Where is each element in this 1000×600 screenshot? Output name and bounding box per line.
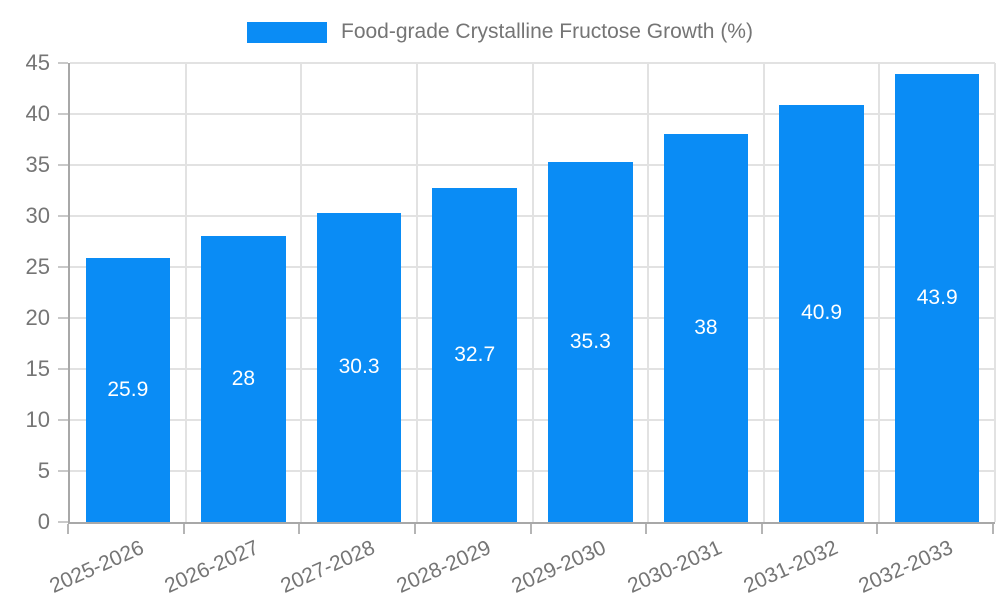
- y-tick-label: 45: [25, 50, 50, 75]
- y-tick-label: 15: [25, 356, 50, 381]
- x-tick-label: 2027-2028: [277, 536, 379, 598]
- y-tick: [58, 521, 68, 523]
- x-tick: [298, 524, 301, 534]
- y-tick-label: 0: [37, 509, 50, 534]
- x-tick-label: 2025-2026: [46, 536, 148, 598]
- x-tick-label: 2031-2032: [739, 536, 841, 598]
- bar-value-label: 40.9: [801, 301, 842, 325]
- y-tick: [58, 317, 68, 319]
- x-grid-line: [531, 63, 534, 522]
- x-grid-line: [994, 63, 996, 522]
- x-tick-label: 2028-2029: [392, 536, 495, 598]
- y-tick-label: 30: [25, 203, 50, 228]
- bar-value-label: 25.9: [107, 377, 149, 401]
- x-tick: [413, 524, 416, 534]
- y-tick: [58, 164, 68, 166]
- x-tick: [876, 524, 879, 534]
- x-tick: [529, 524, 532, 534]
- x-tick-label: 2032-2033: [855, 536, 957, 598]
- x-tick-label: 2030-2031: [624, 536, 726, 598]
- y-tick-label: 35: [25, 152, 50, 177]
- bar-value-label: 32.7: [454, 343, 496, 367]
- bar-value-label: 35.3: [569, 329, 611, 353]
- y-tick: [58, 419, 68, 421]
- x-tick-label: 2026-2027: [161, 536, 263, 598]
- y-tick: [58, 113, 68, 115]
- x-tick: [992, 524, 994, 534]
- y-tick: [58, 215, 68, 217]
- bar[interactable]: 40.9: [779, 104, 864, 522]
- bar[interactable]: 38: [663, 134, 749, 522]
- y-tick-label: 25: [25, 254, 50, 279]
- x-grid-line: [762, 63, 765, 522]
- bar[interactable]: 25.9: [85, 257, 171, 522]
- bar[interactable]: 28: [201, 236, 286, 522]
- bar[interactable]: 32.7: [432, 188, 517, 522]
- bar-value-label: 43.9: [916, 286, 958, 310]
- y-tick-label: 10: [25, 407, 50, 432]
- y-tick: [58, 266, 68, 268]
- bar[interactable]: 35.3: [548, 161, 633, 522]
- bar[interactable]: 30.3: [316, 212, 402, 522]
- legend-swatch-icon: [247, 21, 327, 43]
- x-tick: [182, 524, 185, 534]
- plot-area: 25.9 28 30.3 32.7 35.3 38 40.9 43.9: [68, 62, 996, 524]
- y-tick: [58, 368, 68, 370]
- bar-value-label: 38: [694, 316, 718, 340]
- x-grid-line: [300, 63, 303, 522]
- y-tick-label: 40: [25, 101, 50, 126]
- x-tick: [760, 524, 763, 534]
- x-grid-line: [647, 63, 650, 522]
- chart-legend[interactable]: Food-grade Crystalline Fructose Growth (…: [0, 20, 1000, 44]
- y-tick-label: 20: [25, 305, 50, 330]
- bar[interactable]: 43.9: [894, 74, 980, 522]
- y-tick-label: 5: [37, 458, 50, 483]
- x-tick: [645, 524, 648, 534]
- y-tick: [58, 470, 68, 472]
- bar-value-label: 30.3: [338, 355, 380, 379]
- x-tick: [67, 524, 69, 534]
- x-tick-label: 2029-2030: [508, 536, 610, 598]
- x-grid-line: [878, 63, 881, 522]
- y-tick: [58, 62, 68, 64]
- bar-value-label: 28: [231, 367, 256, 391]
- x-grid-line: [184, 63, 187, 522]
- x-grid-line: [415, 63, 418, 522]
- legend-label: Food-grade Crystalline Fructose Growth (…: [341, 20, 753, 43]
